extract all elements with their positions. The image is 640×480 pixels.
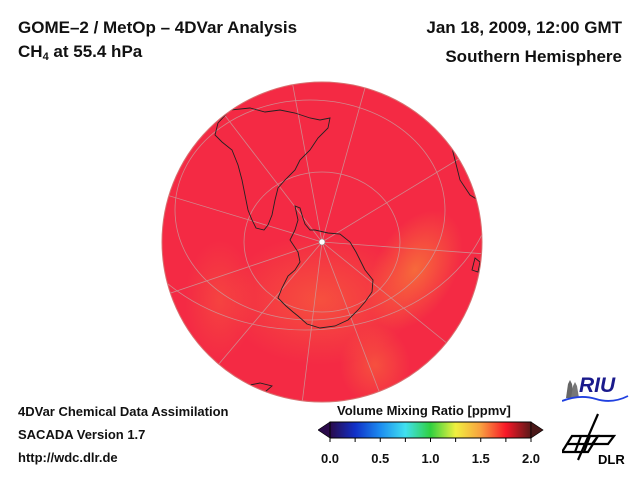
riu-text: RIU <box>579 374 616 397</box>
riu-logo: RIU <box>562 374 629 402</box>
high-value-region <box>340 325 410 402</box>
pressure-level: at 55.4 hPa <box>48 42 143 61</box>
antarctica-outline <box>277 205 374 329</box>
footer-line-1: 4DVar Chemical Data Assimilation <box>18 404 229 419</box>
map-title: GOME–2 / MetOp – 4DVar Analysis <box>18 18 298 37</box>
colorbar-tick-label: 1.0 <box>421 451 440 466</box>
species-level-label: CH4 at 55.4 hPa <box>18 42 142 63</box>
footer-line-2: SACADA Version 1.7 <box>18 427 146 442</box>
colorbar-label: Volume Mixing Ratio [ppmv] <box>337 403 511 418</box>
madagascar-outline <box>471 257 481 273</box>
colorbar-ticks <box>329 438 532 442</box>
cathedral-icon <box>571 382 579 398</box>
colorbar-tick-label: 2.0 <box>521 451 541 466</box>
colorbar-max-arrow <box>530 421 544 439</box>
region-label: Southern Hemisphere <box>445 47 622 66</box>
south-pole-marker <box>318 238 326 246</box>
species-subscript: 4 <box>42 51 49 63</box>
colorbar-gradient <box>329 421 532 439</box>
globe-edge <box>161 81 483 403</box>
high-value-region <box>185 240 255 360</box>
globe-map <box>161 81 483 403</box>
dlr-text: DLR <box>598 452 625 467</box>
colorbar-tick-label: 0.5 <box>371 451 390 466</box>
datetime-label: Jan 18, 2009, 12:00 GMT <box>426 18 622 37</box>
colorbar-tick-label: 1.5 <box>471 451 490 466</box>
footer-url[interactable]: http://wdc.dlr.de <box>18 450 118 465</box>
colorbar <box>318 421 544 442</box>
river-wave-icon <box>562 395 629 402</box>
species-name: CH <box>18 42 43 61</box>
dlr-logo: DLR <box>562 413 625 467</box>
colorbar-tick-label: 0.0 <box>320 451 340 466</box>
colorbar-min-arrow <box>318 421 331 439</box>
dlr-wings-icon <box>562 413 617 461</box>
south-america-outline <box>214 107 331 231</box>
